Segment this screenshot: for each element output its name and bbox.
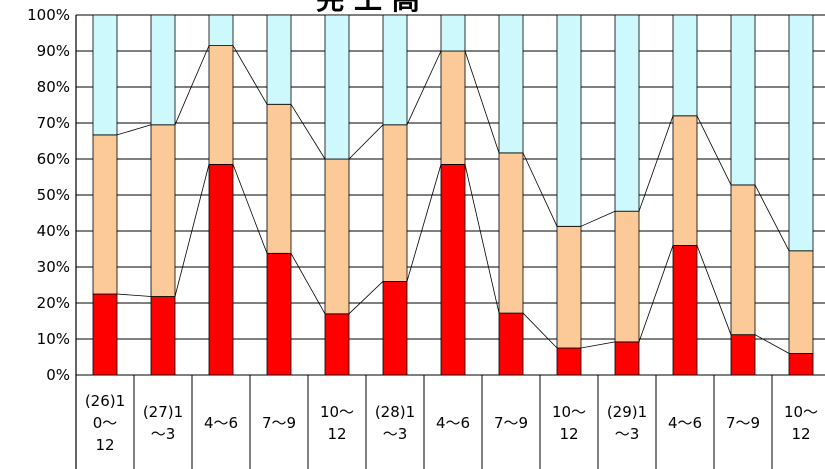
bar-segment [324,14,350,160]
bar-segment [498,312,524,376]
y-tick-label: 60% [37,150,70,168]
bar-segment [498,152,524,314]
y-tick-label: 50% [37,186,70,204]
bar-segment [266,252,292,376]
bar-segment [730,334,756,376]
bar-segment [498,14,524,154]
category-label: 4～6 [668,414,702,432]
bar-segment [672,244,698,376]
series-connector-line [348,124,384,160]
series-connector-line [696,115,732,186]
bar-segment [440,163,466,376]
series-connector-line [696,245,732,335]
series-connector-line [464,164,500,314]
category-label: 10～ 12 [320,403,354,443]
y-tick-label: 100% [27,6,70,24]
category-label: 7～9 [262,414,296,432]
bar-segment [324,158,350,315]
bar-segment [382,124,408,282]
bar-segment [208,45,234,165]
bar-segment [672,115,698,246]
series-connector-line [348,281,384,315]
category-label: (29)1 ～3 [607,403,647,443]
series-connector-line [406,50,442,125]
bar-segment [382,280,408,376]
series-connector-line [232,164,268,254]
y-tick-label: 30% [37,258,70,276]
bar-segment [730,14,756,186]
bar-segment [150,296,176,376]
bar-segment [92,293,118,376]
bar-segment [614,210,640,343]
bar-segment [556,225,582,349]
bar-segment [788,352,814,376]
category-label: 4～6 [436,414,470,432]
y-tick-label: 40% [37,222,70,240]
y-tick-label: 80% [37,78,70,96]
bar-segment [556,14,582,227]
bar-segment [788,250,814,354]
bar-segment [266,14,292,105]
series-connector-line [290,253,326,314]
category-label: 7～9 [726,414,760,432]
bar-segment [614,341,640,376]
bar-segment [92,14,118,136]
series-connector-line [406,164,442,282]
series-connector-line [174,164,210,297]
y-tick-label: 70% [37,114,70,132]
bar-segment [150,14,176,126]
category-label: (27)1 ～3 [143,403,183,443]
bar-segment [208,163,234,376]
bar-segment [440,50,466,165]
bar-segment [614,14,640,212]
bar-segment [208,14,234,47]
y-tick-label: 10% [37,330,70,348]
series-connector-line [754,334,790,354]
category-label: (28)1 ～3 [375,403,415,443]
bar-segment [324,313,350,376]
series-connector-line [116,293,152,297]
bar-segment [730,184,756,336]
series-connector-line [580,210,616,227]
y-tick-label: 90% [37,42,70,60]
series-connector-line [754,184,790,251]
bar-segment [672,14,698,117]
series-connector-line [116,124,152,136]
bar-segment [556,347,582,376]
series-connector-line [580,341,616,349]
category-label: 10～ 12 [552,403,586,443]
series-connector-line [522,312,558,349]
series-connector-line [522,152,558,227]
series-connector-line [464,50,500,154]
chart-title: 完 工 高 [316,0,420,16]
bar-segment [150,124,176,297]
bar-segment [440,14,466,52]
category-label: 7～9 [494,414,528,432]
series-connector-line [638,115,674,212]
bar-segment [92,134,118,295]
y-tick-label: 20% [37,294,70,312]
bar-segment [266,103,292,254]
category-label: 4～6 [204,414,238,432]
bar-segment [382,14,408,126]
category-label: (26)1 0～ 12 [85,392,125,454]
category-label: 10～ 12 [784,403,818,443]
bar-segment [788,14,814,252]
series-connector-line [232,45,268,105]
y-tick-label: 0% [46,366,70,384]
series-connector-line [638,245,674,343]
series-connector-line [174,45,210,125]
series-connector-line [290,104,326,160]
